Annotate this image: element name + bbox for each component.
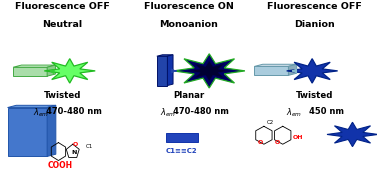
Polygon shape — [47, 65, 55, 76]
Polygon shape — [13, 65, 55, 67]
Text: O: O — [257, 140, 263, 145]
Polygon shape — [47, 105, 56, 156]
Polygon shape — [13, 67, 47, 76]
Text: Fluorescence OFF: Fluorescence OFF — [267, 2, 362, 11]
Text: $\lambda_{em}$: $\lambda_{em}$ — [286, 107, 302, 119]
Polygon shape — [167, 55, 173, 86]
Text: C1: C1 — [86, 144, 93, 149]
Text: Fluorescence OFF: Fluorescence OFF — [15, 2, 110, 11]
Polygon shape — [254, 64, 297, 66]
Polygon shape — [157, 56, 167, 86]
Polygon shape — [254, 66, 288, 75]
Polygon shape — [288, 64, 297, 75]
Polygon shape — [173, 54, 245, 88]
Polygon shape — [287, 59, 338, 83]
Text: Fluorescence ON: Fluorescence ON — [144, 2, 233, 11]
Polygon shape — [188, 61, 231, 81]
Text: 450 nm: 450 nm — [310, 107, 344, 116]
Text: Monoanion: Monoanion — [159, 20, 218, 29]
Text: C1≡≡C2: C1≡≡C2 — [166, 148, 198, 154]
Text: Twisted: Twisted — [43, 91, 81, 100]
Polygon shape — [327, 122, 377, 147]
Text: 470-480 nm: 470-480 nm — [173, 107, 228, 116]
Text: Neutral: Neutral — [42, 20, 82, 29]
Text: $\lambda_{em}$: $\lambda_{em}$ — [159, 107, 176, 119]
Text: C2: C2 — [266, 121, 274, 125]
Text: N: N — [72, 150, 77, 155]
Text: Planar: Planar — [173, 91, 204, 100]
Text: COOH: COOH — [48, 160, 73, 169]
Text: 470-480 nm: 470-480 nm — [46, 107, 102, 116]
Polygon shape — [157, 55, 173, 56]
Bar — [166, 133, 198, 142]
Polygon shape — [8, 108, 47, 156]
Text: Twisted: Twisted — [296, 91, 334, 100]
Polygon shape — [8, 105, 56, 108]
Text: Dianion: Dianion — [294, 20, 335, 29]
Text: O: O — [274, 140, 280, 145]
Text: OH: OH — [293, 135, 303, 140]
Polygon shape — [44, 59, 95, 83]
Text: O: O — [73, 142, 78, 147]
Text: $\lambda_{em}$: $\lambda_{em}$ — [33, 107, 50, 119]
